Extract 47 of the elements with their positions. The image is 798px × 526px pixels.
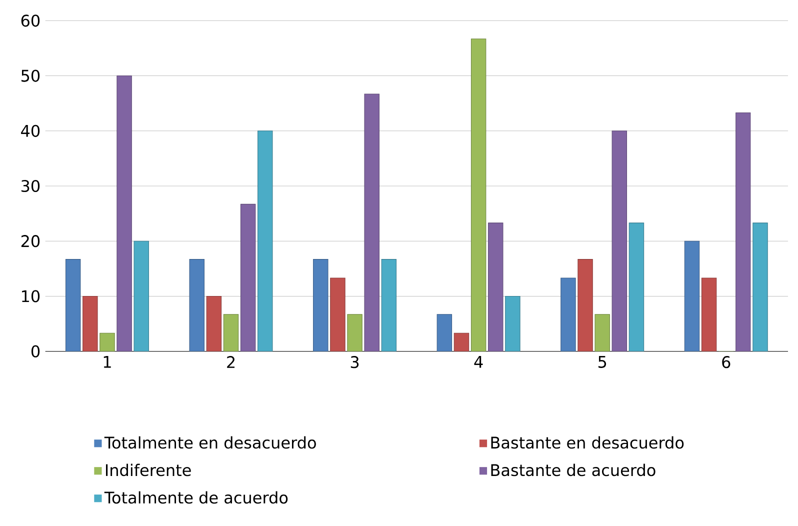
bar: [65, 259, 81, 352]
bar: [736, 112, 751, 352]
legend-label: Bastante en desacuerdo: [491, 436, 684, 449]
legend-label: Totalmente de acuerdo: [104, 491, 288, 504]
bar: [134, 240, 149, 352]
y-tick-label: 0: [31, 345, 40, 358]
bar: [628, 222, 644, 352]
x-tick-label: 3: [350, 356, 359, 368]
legend-label: Totalmente en desacuerdo: [104, 436, 316, 449]
y-tick-label: 50: [22, 70, 40, 82]
bar: [240, 204, 256, 352]
bar: [454, 332, 470, 352]
bar: [612, 130, 628, 352]
bar: [313, 259, 328, 352]
x-tick-label: 1: [104, 356, 111, 368]
x-tick-label: 2: [227, 356, 234, 368]
legend-label: Bastante de acuerdo: [491, 464, 656, 476]
bar: [381, 259, 397, 352]
bar: [752, 222, 768, 352]
bar: [364, 94, 380, 352]
bar: [560, 278, 576, 352]
legend-label: Indiferente: [106, 464, 191, 476]
bar: [701, 278, 717, 352]
x-tick-label: 5: [598, 356, 606, 368]
bar: [223, 314, 239, 352]
x-tick-label: 6: [722, 356, 730, 368]
bar: [258, 130, 273, 352]
bar: [189, 259, 204, 352]
bar: [330, 278, 346, 352]
bar: [82, 296, 98, 352]
y-tick-label: 30: [21, 180, 40, 192]
bar: [347, 314, 362, 352]
bar: [470, 38, 486, 352]
bar: [116, 76, 132, 352]
y-tick-label: 60: [21, 14, 40, 27]
bar: [684, 240, 700, 352]
bar: [488, 222, 504, 352]
bar: [578, 259, 593, 352]
y-tick-label: 10: [22, 290, 40, 302]
bar: [594, 314, 610, 352]
y-tick-label: 20: [21, 235, 40, 248]
y-tick-label: 40: [21, 124, 40, 137]
bar: [100, 332, 115, 352]
bar: [436, 314, 452, 352]
x-tick-label: 4: [474, 356, 483, 368]
bar: [505, 296, 520, 352]
bar: [206, 296, 222, 352]
